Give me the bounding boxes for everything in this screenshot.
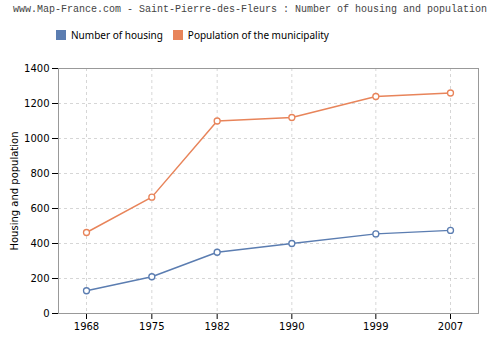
html-text:www.Map-France.com - Saint-Pie: www.Map-France.com - Saint-Pierre-des-Fl… [13, 4, 487, 15]
svg-text:0: 0 [43, 308, 49, 319]
svg-text:1000: 1000 [24, 133, 49, 144]
svg-text:1975: 1975 [139, 321, 164, 332]
svg-text:2007: 2007 [438, 321, 463, 332]
html-text:Population of the municipality: Population of the municipality [187, 27, 329, 42]
svg-text:1968: 1968 [74, 321, 99, 332]
svg-text:1990: 1990 [279, 321, 304, 332]
svg-text:600: 600 [30, 203, 49, 214]
svg-text:800: 800 [30, 168, 49, 179]
svg-text:1999: 1999 [363, 321, 388, 332]
svg-text:400: 400 [30, 238, 49, 249]
svg-text:1400: 1400 [24, 63, 49, 74]
svg-text:200: 200 [30, 273, 49, 284]
svg-text:1982: 1982 [204, 321, 229, 332]
html-text:Number of housing: Number of housing [71, 27, 163, 42]
svg-text:1200: 1200 [24, 98, 49, 109]
svg-text:Housing and population: Housing and population [9, 131, 20, 250]
